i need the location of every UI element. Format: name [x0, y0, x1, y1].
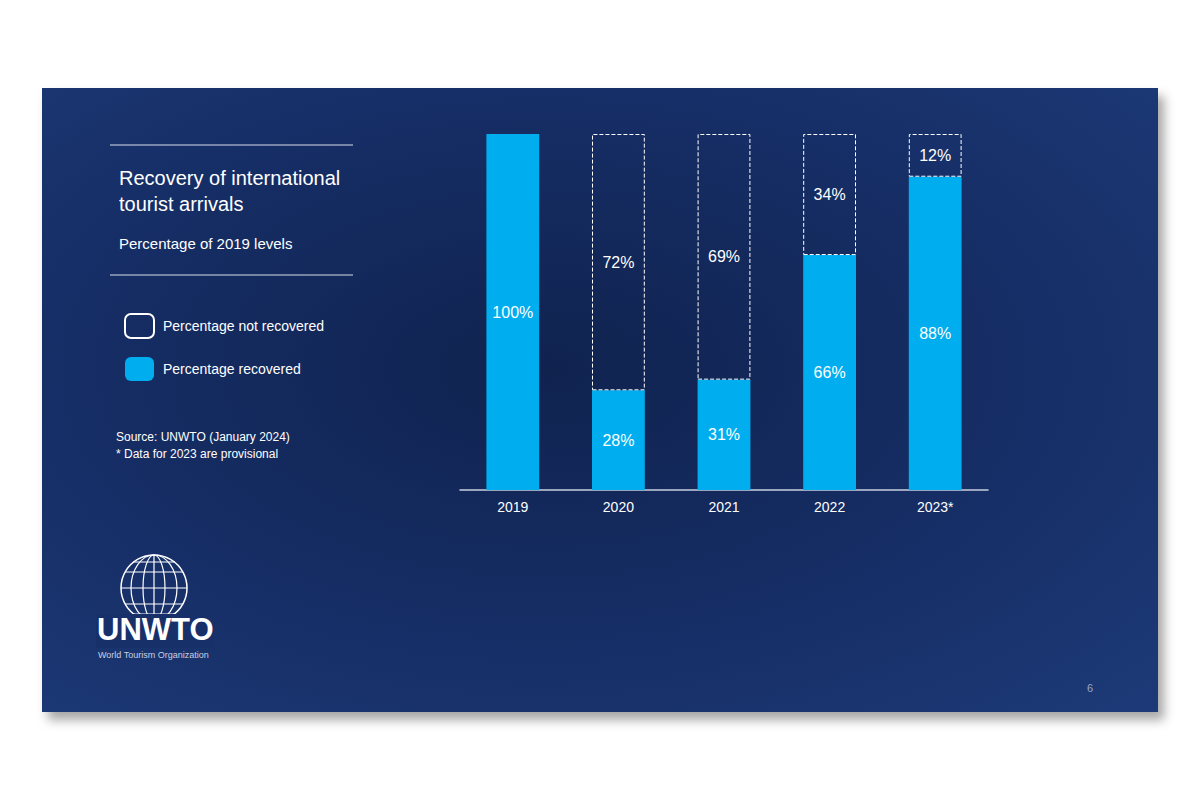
svg-text:66%: 66%	[814, 364, 846, 381]
svg-text:World Tourism Organization: World Tourism Organization	[98, 650, 209, 660]
svg-text:UNWTO: UNWTO	[97, 612, 214, 647]
svg-text:2023*: 2023*	[917, 499, 954, 515]
svg-text:Source: UNWTO (January 2024): Source: UNWTO (January 2024)	[116, 430, 290, 444]
svg-text:2020: 2020	[603, 499, 634, 515]
svg-text:31%: 31%	[708, 426, 740, 443]
svg-text:72%: 72%	[602, 254, 634, 271]
svg-text:Percentage recovered: Percentage recovered	[163, 361, 301, 377]
svg-text:12%: 12%	[919, 147, 951, 164]
svg-text:2021: 2021	[708, 499, 739, 515]
svg-text:100%: 100%	[492, 304, 533, 321]
svg-text:Percentage not recovered: Percentage not recovered	[163, 318, 324, 334]
svg-text:2019: 2019	[497, 499, 528, 515]
svg-text:69%: 69%	[708, 248, 740, 265]
svg-text:34%: 34%	[814, 186, 846, 203]
svg-text:2022: 2022	[814, 499, 845, 515]
svg-text:Percentage of 2019 levels: Percentage of 2019 levels	[119, 235, 292, 252]
svg-text:28%: 28%	[602, 432, 634, 449]
svg-text:* Data for 2023 are provisiona: * Data for 2023 are provisional	[116, 447, 278, 461]
svg-text:Recovery of international: Recovery of international	[119, 167, 346, 189]
svg-text:tourist arrivals: tourist arrivals	[119, 193, 243, 215]
svg-text:6: 6	[1087, 682, 1093, 694]
svg-text:88%: 88%	[919, 325, 951, 342]
